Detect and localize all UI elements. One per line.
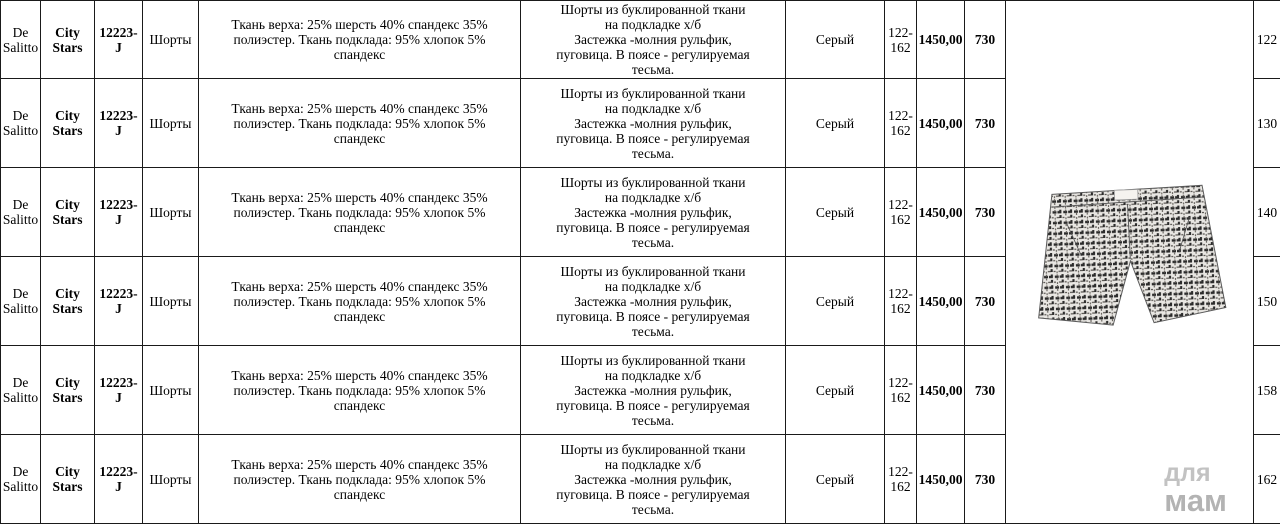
watermark-line2: мам <box>1164 482 1227 518</box>
type-cell: Шорты <box>142 434 199 524</box>
type-cell: Шорты <box>142 256 199 346</box>
type-cell: Шорты <box>142 0 199 79</box>
store-cell: City Stars <box>40 0 95 79</box>
size-range-cell: 122-162 <box>884 78 917 168</box>
code-cell: 730 <box>964 345 1006 435</box>
size-range-cell: 122-162 <box>884 167 917 257</box>
type-cell: Шорты <box>142 345 199 435</box>
size-cell: 158 <box>1253 345 1280 435</box>
color-cell: Серый <box>785 345 885 435</box>
article-cell: 12223-J <box>94 167 143 257</box>
watermark-line1: для <box>1164 458 1211 487</box>
fabric-cell: Ткань верха: 25% шерсть 40% спандекс 35%… <box>198 345 521 435</box>
fabric-cell: Ткань верха: 25% шерсть 40% спандекс 35%… <box>198 256 521 346</box>
type-cell: Шорты <box>142 167 199 257</box>
color-cell: Серый <box>785 434 885 524</box>
price-cell: 1450,00 <box>916 78 965 168</box>
code-cell: 730 <box>964 0 1006 79</box>
size-cell: 140 <box>1253 167 1280 257</box>
description-cell: Шорты из буклированной ткани на подкладк… <box>520 256 786 346</box>
code-cell: 730 <box>964 78 1006 168</box>
size-range-cell: 122-162 <box>884 256 917 346</box>
article-cell: 12223-J <box>94 0 143 79</box>
product-photo-cell: для мам <box>1005 0 1254 524</box>
store-cell: City Stars <box>40 78 95 168</box>
size-cell: 150 <box>1253 256 1280 346</box>
fabric-cell: Ткань верха: 25% шерсть 40% спандекс 35%… <box>198 434 521 524</box>
article-cell: 12223-J <box>94 345 143 435</box>
brand-cell: De Salitto <box>0 78 41 168</box>
price-cell: 1450,00 <box>916 0 965 79</box>
table-row: De Salitto City Stars 12223-J Шорты Ткан… <box>0 434 1280 524</box>
code-cell: 730 <box>964 434 1006 524</box>
description-cell: Шорты из буклированной ткани на подкладк… <box>520 167 786 257</box>
article-cell: 12223-J <box>94 434 143 524</box>
description-cell: Шорты из буклированной ткани на подкладк… <box>520 0 786 79</box>
brand-cell: De Salitto <box>0 434 41 524</box>
size-cell: 162 <box>1253 434 1280 524</box>
color-cell: Серый <box>785 78 885 168</box>
description-cell: Шорты из буклированной ткани на подкладк… <box>520 434 786 524</box>
store-cell: City Stars <box>40 256 95 346</box>
article-cell: 12223-J <box>94 256 143 346</box>
article-cell: 12223-J <box>94 78 143 168</box>
fabric-cell: Ткань верха: 25% шерсть 40% спандекс 35%… <box>198 167 521 257</box>
brand-cell: De Salitto <box>0 345 41 435</box>
brand-cell: De Salitto <box>0 0 41 79</box>
color-cell: Серый <box>785 256 885 346</box>
price-cell: 1450,00 <box>916 256 965 346</box>
table-row: De Salitto City Stars 12223-J Шорты Ткан… <box>0 345 1280 435</box>
table-row: De Salitto City Stars 12223-J Шорты Ткан… <box>0 256 1280 346</box>
store-cell: City Stars <box>40 345 95 435</box>
size-cell: 122 <box>1253 0 1280 79</box>
fabric-cell: Ткань верха: 25% шерсть 40% спандекс 35%… <box>198 78 521 168</box>
brand-cell: De Salitto <box>0 167 41 257</box>
color-cell: Серый <box>785 167 885 257</box>
price-cell: 1450,00 <box>916 434 965 524</box>
description-cell: Шорты из буклированной ткани на подкладк… <box>520 78 786 168</box>
store-cell: City Stars <box>40 167 95 257</box>
type-cell: Шорты <box>142 78 199 168</box>
fabric-cell: Ткань верха: 25% шерсть 40% спандекс 35%… <box>198 0 521 79</box>
price-cell: 1450,00 <box>916 345 965 435</box>
code-cell: 730 <box>964 167 1006 257</box>
shorts-photo <box>1038 184 1227 326</box>
code-cell: 730 <box>964 256 1006 346</box>
color-cell: Серый <box>785 0 885 79</box>
size-range-cell: 122-162 <box>884 0 917 79</box>
store-cell: City Stars <box>40 434 95 524</box>
price-cell: 1450,00 <box>916 167 965 257</box>
table-row: De Salitto City Stars 12223-J Шорты Ткан… <box>0 167 1280 257</box>
watermark: для мам <box>1164 458 1227 518</box>
size-range-cell: 122-162 <box>884 345 917 435</box>
size-cell: 130 <box>1253 78 1280 168</box>
description-cell: Шорты из буклированной ткани на подкладк… <box>520 345 786 435</box>
brand-cell: De Salitto <box>0 256 41 346</box>
size-range-cell: 122-162 <box>884 434 917 524</box>
